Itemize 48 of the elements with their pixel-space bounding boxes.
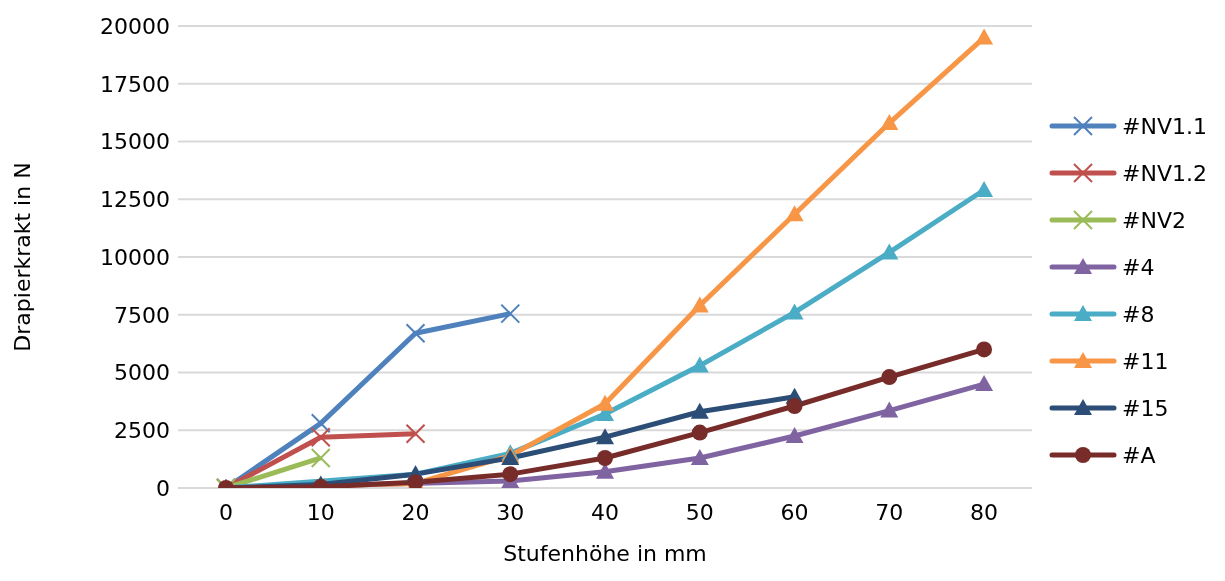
point (690, 402, 709, 419)
x-tick-label: 60 (780, 499, 809, 525)
point (596, 428, 615, 445)
x-tick-label: 70 (875, 499, 904, 525)
point (691, 424, 708, 441)
point (785, 427, 804, 444)
point (785, 205, 804, 222)
legend-label: #NV1.2 (1122, 160, 1207, 186)
x-tick-label: 80 (970, 499, 999, 525)
x-tick-label: 20 (401, 499, 430, 525)
legend-label: #4 (1122, 254, 1155, 280)
x-tick-label: 0 (219, 499, 233, 525)
y-tick-label: 2500 (114, 418, 170, 444)
point (597, 449, 614, 466)
point (690, 356, 709, 373)
point (502, 466, 519, 483)
legend-label: #15 (1122, 395, 1169, 421)
x-tick-label: 40 (591, 499, 620, 525)
point (690, 296, 709, 313)
y-tick-label: 0 (156, 475, 170, 501)
legend-label: #NV2 (1122, 207, 1186, 233)
legend-label: #NV1.1 (1122, 113, 1207, 139)
point (596, 394, 615, 411)
y-axis-title: Drapierkrakt in N (9, 162, 35, 352)
x-axis-title: Stufenhöhe in mm (503, 541, 707, 566)
y-tick-label: 5000 (114, 360, 170, 386)
point (881, 369, 898, 386)
y-tick-label: 12500 (100, 187, 170, 213)
y-tick-label: 7500 (114, 302, 170, 328)
legend-label: #8 (1122, 301, 1155, 327)
point (975, 375, 994, 392)
point (785, 303, 804, 320)
point (880, 243, 899, 260)
legend-label: #11 (1122, 348, 1169, 374)
x-tick-label: 30 (496, 499, 525, 525)
point (786, 398, 803, 414)
legend-label: #A (1122, 442, 1156, 468)
point (690, 448, 709, 465)
y-tick-label: 10000 (100, 244, 170, 270)
y-tick-label: 20000 (100, 13, 170, 39)
x-tick-label: 10 (306, 499, 335, 525)
y-tick-label: 15000 (100, 129, 170, 155)
x-tick-label: 50 (685, 499, 714, 525)
point (975, 28, 994, 45)
y-tick-label: 17500 (100, 71, 170, 97)
point (976, 341, 993, 358)
point (880, 114, 899, 131)
point (880, 401, 899, 418)
